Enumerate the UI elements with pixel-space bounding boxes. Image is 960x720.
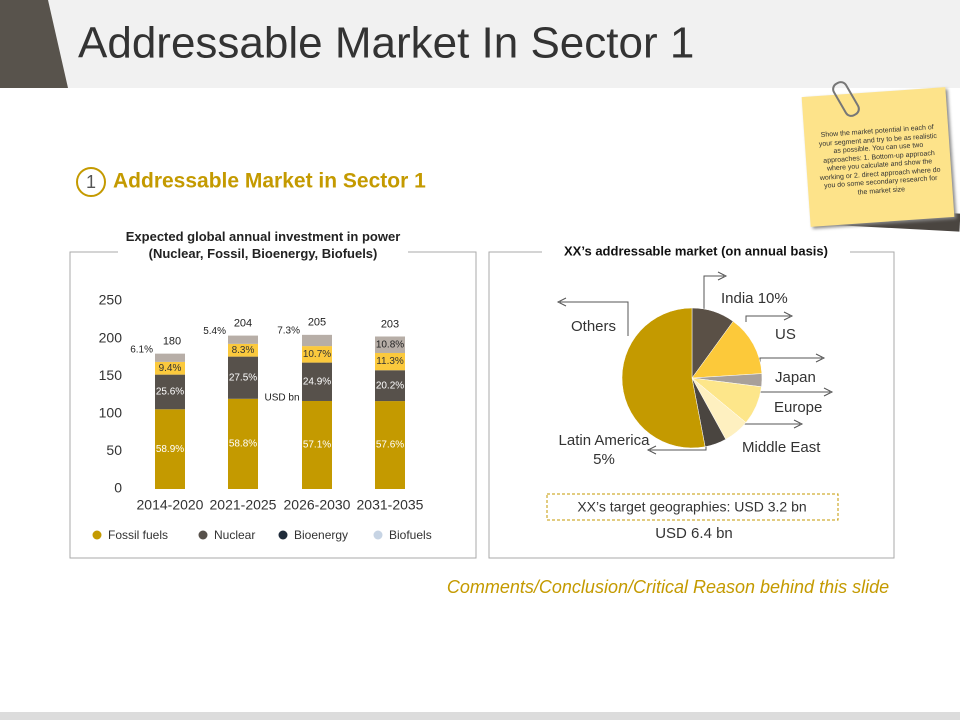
bar-segment: [228, 343, 258, 357]
bar-label: 8.3%: [232, 345, 255, 356]
section-number: 1: [86, 172, 96, 192]
y-tick-label: 100: [99, 405, 123, 421]
arrow: [560, 301, 629, 336]
bar-chart: 0 50 100 150 200 250 2014-2020 58.9% 25.6% 9.4% 6.…: [92, 292, 432, 542]
section-badge: [76, 167, 106, 197]
bar-label: 9.4%: [159, 363, 182, 374]
panel-title-mask: [118, 226, 408, 280]
arrow-head: [556, 297, 567, 307]
legend-label: Nuclear: [214, 528, 255, 542]
target-text: XX’s target geographies: USD 3.2 bn: [577, 499, 806, 515]
bar-label: 24.9%: [303, 376, 331, 387]
bar-segment: [302, 400, 332, 489]
bar-segment: [228, 356, 258, 399]
legend-swatch: [198, 530, 208, 540]
annotation: USD bn: [264, 393, 299, 404]
legend-swatch: [373, 530, 383, 540]
bar-label: 57.1%: [303, 440, 331, 451]
bar-label: 20.2%: [376, 380, 404, 391]
bar-total: 205: [308, 317, 326, 329]
bar-segment: [302, 334, 332, 347]
arrow: [650, 446, 707, 451]
y-tick-label: 200: [99, 329, 123, 345]
x-tick-label: 2014-2020: [137, 497, 204, 513]
arrow-head: [646, 445, 657, 455]
slide-title: Addressable Market In Sector 1: [78, 19, 694, 68]
bar-segment: [375, 401, 405, 489]
footer-band: [0, 712, 960, 720]
bar-total: 204: [234, 317, 252, 329]
pie-label: Others: [571, 318, 617, 335]
pie-title: XX’s addressable market (on annual basis…: [564, 243, 828, 258]
arrow-head: [783, 311, 794, 321]
pie-chart: [621, 307, 763, 449]
pie-label: Latin America 5%: [558, 432, 650, 468]
target-box: [546, 493, 839, 521]
bar-total: 203: [381, 318, 399, 330]
pie-label: Europe: [774, 399, 823, 416]
note-text: Show the market potential in each of you…: [818, 124, 941, 196]
arrow-head: [823, 387, 834, 397]
title-band: [0, 0, 960, 88]
legend-swatch: [278, 530, 288, 540]
bar-total: 180: [163, 336, 181, 348]
bar-label: 6.1%: [130, 344, 153, 355]
x-tick-label: 2026-2030: [284, 497, 351, 513]
bar-label: 7.3%: [277, 325, 300, 336]
title-accent: [0, 0, 68, 88]
arrow-head: [815, 353, 826, 363]
pie-slice: [691, 321, 763, 379]
bar-title: Expected global annual investment in pow…: [125, 229, 401, 261]
legend-label: Bioenergy: [294, 528, 348, 542]
bar-label: 27.5%: [229, 372, 257, 383]
y-tick-label: 150: [99, 367, 123, 383]
comments: Comments/Conclusion/Critical Reason behi…: [446, 577, 890, 597]
bar-segment: [375, 370, 405, 402]
arrow: [703, 275, 724, 312]
bar-label: 25.6%: [156, 387, 184, 398]
arrow-head: [793, 419, 804, 429]
legend-label: Fossil fuels: [108, 528, 168, 542]
pie-label: Middle East: [742, 439, 821, 456]
bar-label: 58.9%: [156, 444, 184, 455]
bar-label: 10.8%: [376, 339, 404, 350]
pie-label: India 10%: [721, 290, 788, 307]
pie-label: US: [775, 326, 796, 343]
bar-segment: [228, 335, 258, 344]
y-tick-label: 50: [106, 442, 122, 458]
legend-swatch: [92, 530, 102, 540]
bar-label: 5.4%: [203, 326, 226, 337]
bar-label: 57.6%: [376, 440, 404, 451]
arrow: [745, 315, 790, 322]
pie-slice: [621, 307, 706, 449]
bar-segment: [155, 374, 185, 410]
bar-segment: [375, 352, 405, 371]
pie-label: Japan: [775, 369, 816, 386]
x-tick-label: 2031-2035: [357, 497, 424, 513]
sticky-note: Show the market potential in each of you…: [801, 87, 955, 227]
bar-segment: [375, 336, 405, 353]
arrow-head: [717, 271, 728, 281]
y-tick-label: 250: [99, 292, 123, 308]
panel-title-mask: [542, 242, 850, 260]
section-title: Addressable Market in Sector 1: [113, 170, 426, 193]
bar-segment: [302, 346, 332, 363]
pie-total: USD 6.4 bn: [655, 525, 733, 542]
bar-segment: [155, 409, 185, 489]
bar-segment: [155, 353, 185, 362]
bar-label: 10.7%: [303, 349, 331, 360]
bar-segment: [155, 361, 185, 375]
bar-label: 11.3%: [376, 356, 404, 367]
bar-segment: [302, 362, 332, 401]
x-tick-label: 2021-2025: [210, 497, 277, 513]
legend-label: Biofuels: [389, 528, 432, 542]
bar-label: 58.8%: [229, 439, 257, 450]
y-tick-label: 0: [114, 480, 122, 496]
bar-segment: [228, 398, 258, 489]
